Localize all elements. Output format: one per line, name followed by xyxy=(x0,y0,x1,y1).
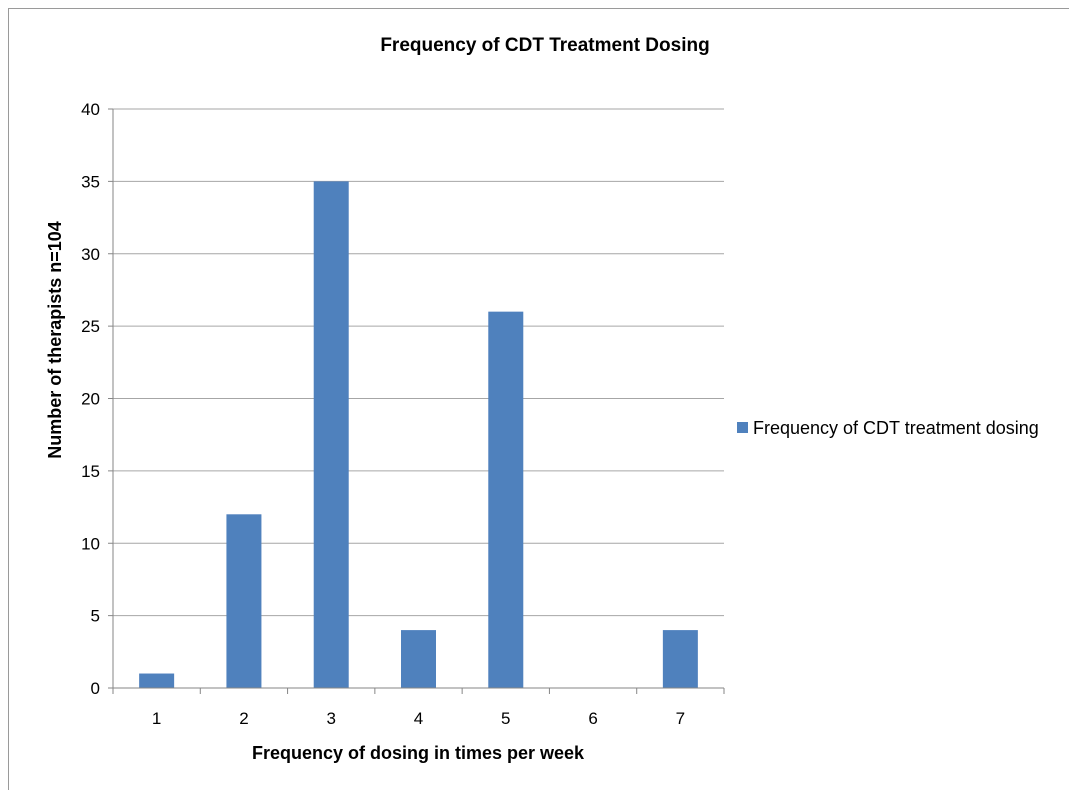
bar-3 xyxy=(313,181,349,688)
bar-7 xyxy=(662,630,698,688)
x-tick-label: 3 xyxy=(326,709,335,728)
y-tick-label: 10 xyxy=(81,534,100,553)
legend-label: Frequency of CDT treatment dosing xyxy=(753,418,1039,438)
x-axis: 1 2 3 4 5 6 7 xyxy=(112,687,725,728)
bar-4 xyxy=(401,630,436,688)
y-tick-label: 35 xyxy=(81,172,100,191)
bar-2 xyxy=(226,514,262,688)
y-tick-label: 0 xyxy=(91,679,100,698)
x-tick-label: 1 xyxy=(152,709,161,728)
y-axis-ticks: 0 5 10 15 20 25 30 35 40 xyxy=(81,100,114,698)
bar-5 xyxy=(488,311,524,688)
y-tick-label: 25 xyxy=(81,317,100,336)
chart-title: Frequency of CDT Treatment Dosing xyxy=(380,35,709,56)
x-tick-label: 7 xyxy=(676,709,685,728)
x-tick-label: 2 xyxy=(239,709,248,728)
y-tick-label: 5 xyxy=(91,607,100,626)
x-tick-label: 6 xyxy=(588,709,597,728)
bars xyxy=(139,181,698,688)
bar-1 xyxy=(139,673,175,688)
y-tick-label: 20 xyxy=(81,390,100,409)
y-tick-label: 15 xyxy=(81,462,100,481)
x-tick-label: 5 xyxy=(501,709,510,728)
y-tick-label: 30 xyxy=(81,245,100,264)
x-tick-label: 4 xyxy=(414,709,423,728)
legend-swatch xyxy=(737,422,748,433)
gridlines xyxy=(113,108,724,617)
legend: Frequency of CDT treatment dosing xyxy=(737,418,1039,438)
y-tick-label: 40 xyxy=(81,100,100,119)
x-axis-label: Frequency of dosing in times per week xyxy=(252,743,585,763)
y-axis-label: Number of therapists n=104 xyxy=(45,221,65,459)
